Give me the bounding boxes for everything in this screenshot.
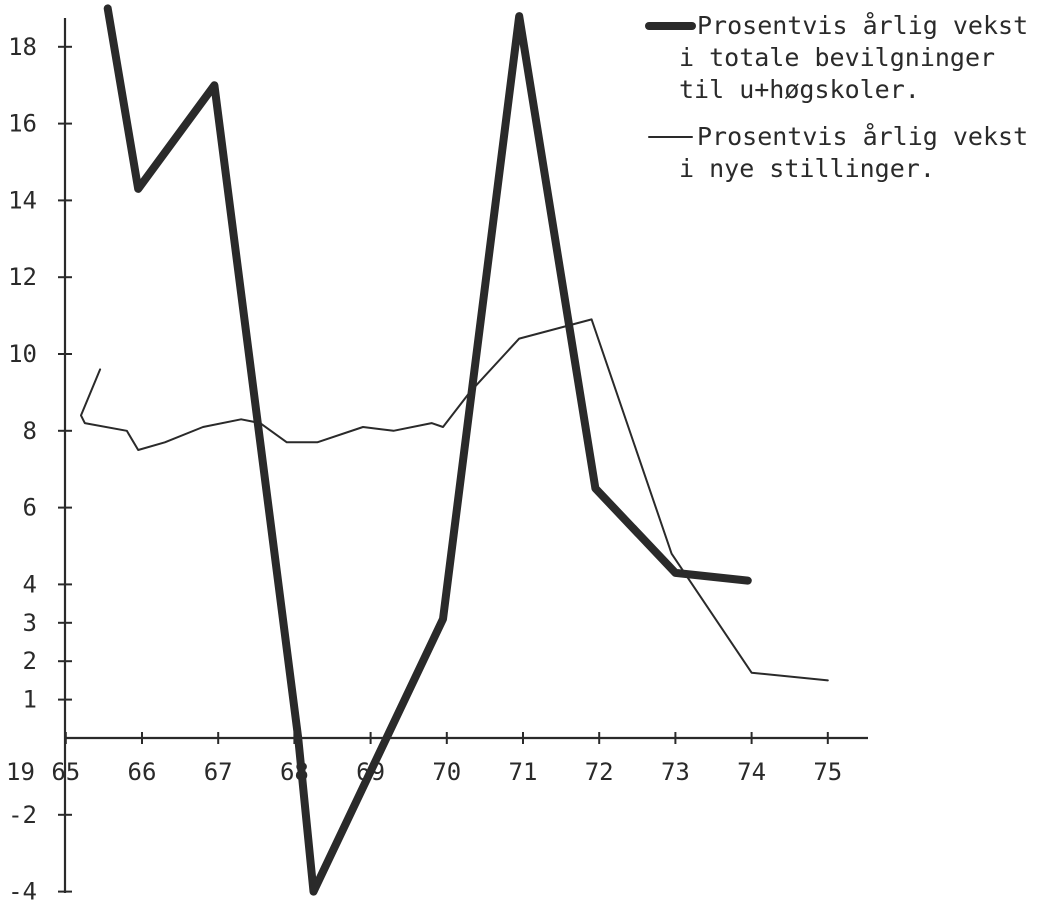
y-tick-label: 14 [8,186,37,214]
y-tick-label: 3 [23,609,37,637]
x-tick-label: 75 [813,758,842,786]
legend-label-line: til u+høgskoler. [679,75,920,104]
x-tick-label: 66 [128,758,157,786]
x-tick-label: 74 [737,758,766,786]
series-line-stillinger [80,318,829,682]
legend-label-line: Prosentvis årlig vekst [697,122,1028,151]
series-line-bevilgninger [103,4,752,896]
y-tick-label: 1 [23,686,37,714]
x-tick-label: 72 [585,758,614,786]
x-tick-label: 67 [204,758,233,786]
y-tick-label: 18 [8,33,37,61]
x-tick-label: 65 [51,758,80,786]
y-tick-label: 12 [8,263,37,291]
y-tick-label: 10 [8,340,37,368]
y-tick-label: 6 [23,494,37,522]
x-tick-label: 70 [432,758,461,786]
y-axis-ticks: 18 16 14 12 10 8 6 4 3 2 1 -2 -4 [8,33,72,903]
x-tick-label: 73 [661,758,690,786]
y-tick-label: 16 [8,110,37,138]
legend-label-line: i nye stillinger. [679,154,935,183]
y-tick-label: -4 [8,878,37,903]
y-tick-label: -2 [8,801,37,829]
chart-axes [63,18,868,893]
x-axis-year-prefix: 19 [6,758,35,786]
series-layer [80,4,829,896]
legend: Prosentvis årlig vekst i totale bevilgnin… [645,11,1028,183]
y-tick-label: 2 [23,647,37,675]
x-tick-label: 71 [509,758,538,786]
legend-label-line: Prosentvis årlig vekst [697,11,1028,40]
legend-label-line: i totale bevilgninger [679,43,995,72]
y-tick-label: 4 [23,570,37,598]
y-tick-label: 8 [23,417,37,445]
x-axis-ticks: 19 65 66 67 68 69 70 71 72 73 74 75 [6,732,842,786]
